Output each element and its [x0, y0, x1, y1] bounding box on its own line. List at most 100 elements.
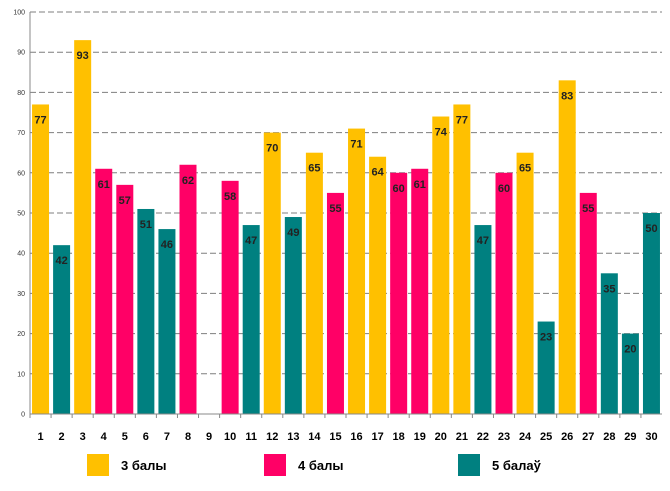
y-tick-label: 20 — [17, 331, 25, 338]
x-tick-label: 17 — [371, 431, 383, 443]
x-tick-label: 29 — [624, 431, 636, 443]
y-tick-label: 30 — [17, 291, 25, 298]
bar — [642, 213, 660, 414]
bar — [53, 245, 71, 414]
bar — [390, 172, 408, 414]
bar — [495, 172, 513, 414]
x-tick-label: 30 — [645, 431, 657, 443]
gridlines — [30, 11, 662, 375]
data-label: 77 — [34, 114, 46, 126]
x-tick-label: 25 — [540, 431, 552, 443]
data-label: 77 — [456, 114, 468, 126]
x-tick-label: 14 — [308, 431, 321, 443]
bar — [348, 128, 366, 414]
data-label: 62 — [182, 175, 194, 187]
data-label: 35 — [603, 283, 615, 295]
data-label: 47 — [245, 235, 257, 247]
bar — [558, 80, 576, 414]
data-label: 55 — [329, 203, 341, 215]
bar — [600, 273, 618, 414]
data-label: 60 — [498, 183, 510, 195]
legend-label-4-baly: 4 балы — [298, 457, 344, 473]
x-tick-label: 22 — [477, 431, 489, 443]
bar — [474, 225, 492, 414]
x-tick-label: 16 — [350, 431, 362, 443]
y-tick-label: 80 — [17, 90, 25, 97]
data-label: 93 — [77, 50, 89, 62]
bar — [516, 152, 534, 414]
data-label: 74 — [435, 127, 448, 139]
x-tick-label: 23 — [498, 431, 510, 443]
bar — [242, 225, 260, 414]
x-tick-label: 27 — [582, 431, 594, 443]
data-label: 64 — [371, 167, 384, 179]
data-label: 60 — [393, 183, 405, 195]
legend-label-5-balau: 5 балаў — [492, 457, 541, 473]
data-label: 61 — [98, 179, 110, 191]
data-label: 65 — [308, 163, 320, 175]
x-tick-label: 10 — [224, 431, 236, 443]
bar — [263, 132, 281, 414]
data-label: 50 — [645, 223, 657, 235]
x-tick-label: 5 — [122, 431, 128, 443]
x-tick-label: 21 — [456, 431, 468, 443]
x-tick-label: 24 — [519, 431, 532, 443]
legend-item-5-balau: 5 балаў — [458, 452, 541, 478]
legend-swatch-3-baly — [87, 454, 109, 476]
x-tick-label: 7 — [164, 431, 170, 443]
legend-label-3-baly: 3 балы — [121, 457, 167, 473]
data-label: 83 — [561, 90, 573, 102]
y-axis-ticks: 0 10 20 30 40 50 60 70 80 90 100 — [13, 10, 25, 419]
x-tick-label: 6 — [143, 431, 149, 443]
y-tick-label: 100 — [13, 10, 25, 17]
bar — [326, 192, 344, 414]
data-label: 61 — [414, 179, 426, 191]
legend-item-4-baly: 4 балы — [264, 452, 343, 478]
bar — [621, 333, 639, 414]
data-label: 71 — [350, 139, 362, 151]
y-tick-label: 90 — [17, 50, 25, 57]
bar — [179, 164, 197, 414]
legend-swatch-5-balau — [458, 454, 480, 476]
bar — [284, 217, 302, 414]
y-tick-label: 50 — [17, 211, 25, 218]
bar — [137, 208, 155, 414]
x-tick-label: 3 — [80, 431, 86, 443]
x-tick-label: 18 — [393, 431, 405, 443]
bar — [95, 168, 113, 414]
bar — [369, 156, 387, 414]
x-tick-label: 11 — [245, 431, 257, 443]
x-tick-label: 26 — [561, 431, 573, 443]
bar — [432, 116, 450, 415]
x-tick-label: 2 — [59, 431, 65, 443]
bar — [579, 192, 597, 414]
bar — [116, 184, 134, 414]
data-label: 65 — [519, 163, 531, 175]
x-tick-label: 13 — [287, 431, 299, 443]
data-label: 51 — [140, 219, 152, 231]
legend-swatch-4-baly — [264, 454, 286, 476]
bar — [411, 168, 429, 414]
data-label: 49 — [287, 227, 299, 239]
bar — [32, 104, 50, 415]
y-tick-label: 40 — [17, 251, 25, 258]
bar — [453, 104, 471, 415]
x-tick-label: 28 — [603, 431, 615, 443]
x-tick-label: 4 — [101, 431, 108, 443]
bar — [537, 321, 555, 414]
y-tick-label: 0 — [21, 412, 25, 419]
data-label: 70 — [266, 143, 278, 155]
x-axis-ticks: 1 2 3 4 5 6 7 8 9 10 11 12 13 14 15 16 17 18 19 20 21 22 23 24 2… — [29, 414, 658, 443]
x-tick-label: 9 — [206, 431, 212, 443]
legend-item-3-baly: 3 балы — [87, 452, 166, 478]
data-labels: 77 42 93 61 57 51 46 62 58 47 70 49 65 55 71 64 60 61 74 77… — [34, 50, 657, 355]
bar — [221, 180, 239, 414]
bar — [74, 40, 92, 414]
data-label: 23 — [540, 332, 552, 344]
x-tick-label: 19 — [414, 431, 426, 443]
data-label: 57 — [119, 195, 131, 207]
x-tick-label: 1 — [37, 431, 43, 443]
y-tick-label: 60 — [17, 170, 25, 177]
y-tick-label: 10 — [17, 371, 25, 378]
